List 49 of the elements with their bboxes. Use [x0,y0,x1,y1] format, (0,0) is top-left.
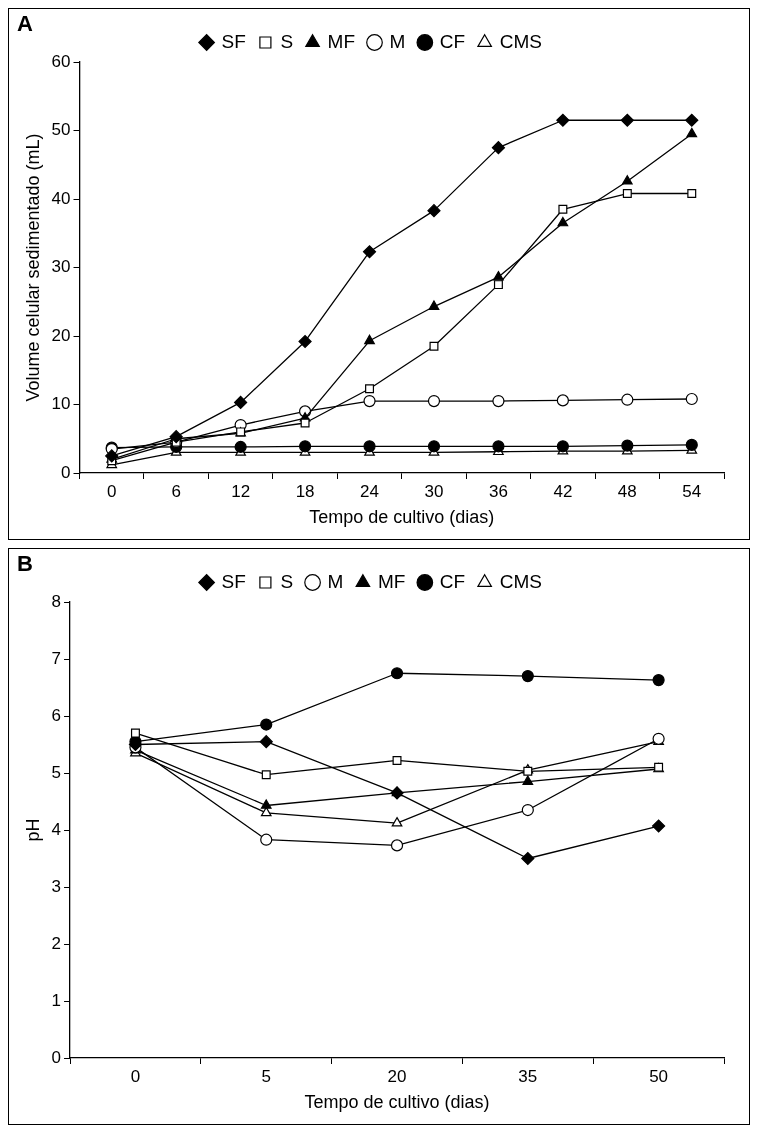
x-tick-label: 42 [553,481,573,501]
x-tick-label: 20 [387,1066,407,1086]
y-axis-title: Volume celular sedimentado (mL) [22,133,43,402]
y-tick-label: 7 [51,648,62,668]
legend-label: SF [221,570,246,592]
legend-label: SF [221,30,246,52]
x-tick-label: 35 [518,1066,538,1086]
x-tick-label: 24 [360,481,379,501]
x-tick-label: 12 [231,481,251,501]
legend-label: CF [439,30,466,52]
legend-label: CF [439,570,466,592]
legend-label: MF [327,30,356,52]
legend-label: S [280,570,294,592]
legend-label: S [280,30,294,52]
legend-label: CMS [499,30,542,52]
y-axis-title: pH [22,818,43,842]
y-tick-label: 0 [51,1047,62,1067]
legend-label: M [327,570,344,592]
y-tick-label: 50 [51,120,71,140]
x-tick-label: 36 [488,481,508,501]
y-tick-label: 2 [51,933,62,953]
x-axis-title: Tempo de cultivo (dias) [304,1092,490,1113]
x-axis-title: Tempo de cultivo (dias) [309,507,495,528]
y-tick-label: 40 [51,188,71,208]
y-tick-label: 8 [51,591,62,611]
legend-label: CMS [499,570,542,592]
legend-label: M [389,30,406,52]
x-tick-label: 54 [682,481,702,501]
chart-title: A [17,11,33,37]
x-tick-label: 48 [617,481,637,501]
x-tick-label: 6 [171,481,181,501]
y-tick-label: 6 [51,705,62,725]
x-tick-label: 30 [424,481,444,501]
y-tick-label: 4 [51,819,62,839]
y-tick-label: 0 [61,462,71,482]
y-tick-label: 3 [51,876,62,896]
x-tick-label: 50 [649,1066,669,1086]
x-tick-label: 18 [295,481,315,501]
legend-label: MF [377,570,406,592]
y-tick-label: 30 [51,257,71,277]
y-tick-label: 5 [51,762,62,782]
y-tick-label: 1 [51,990,62,1010]
y-tick-label: 60 [51,51,71,71]
y-tick-label: 20 [51,325,71,345]
y-tick-label: 10 [51,394,71,414]
chart-title: B [17,551,33,577]
x-tick-label: 5 [261,1066,271,1086]
x-tick-label: 0 [107,481,117,501]
x-tick-label: 0 [130,1066,141,1086]
